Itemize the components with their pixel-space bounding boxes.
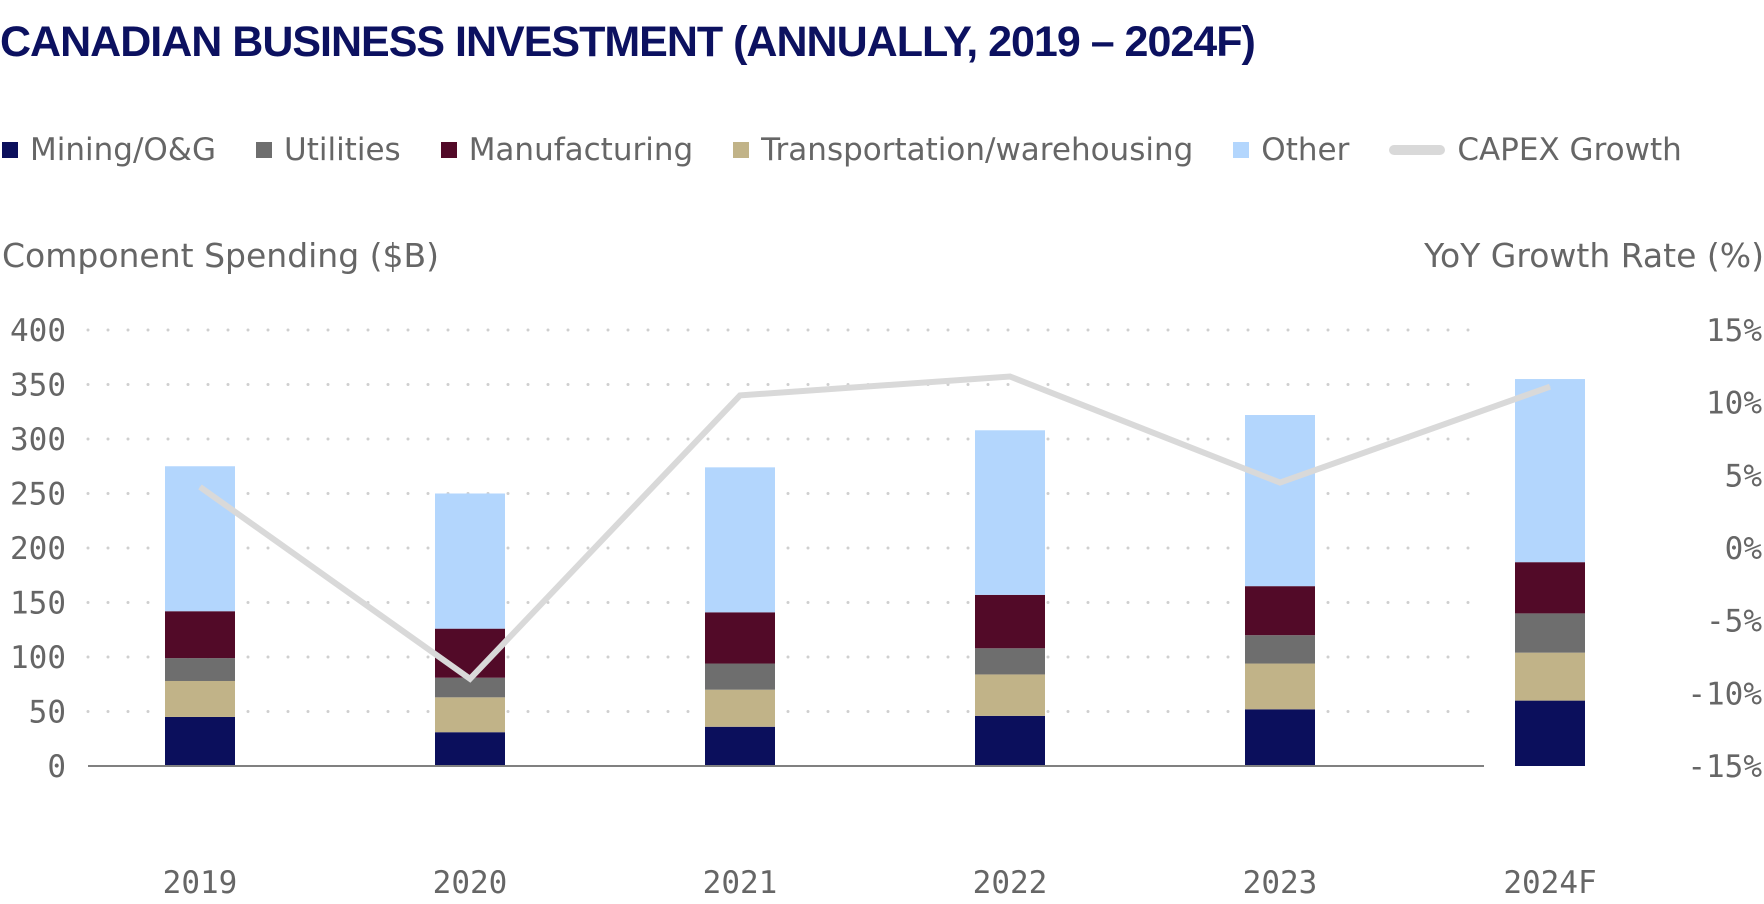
bar-segment	[705, 467, 775, 613]
bar-segment	[1515, 562, 1585, 614]
bar-segment	[1245, 663, 1315, 710]
bar-segment	[1515, 652, 1585, 701]
capex-growth-point	[1009, 376, 1011, 378]
legend-item-transportation: Transportation/warehousing	[733, 132, 1193, 168]
left-axis-title: Component Spending ($B)	[2, 236, 440, 275]
y-tick-label: 0	[47, 749, 66, 785]
legend-label-mining: Mining/O&G	[30, 132, 216, 168]
bar-segment	[435, 677, 505, 698]
left-axis-ticks: 0 50 100 150 200 250 300 350 400	[10, 313, 66, 785]
legend-label-capex-growth: CAPEX Growth	[1457, 132, 1682, 168]
y-tick-label: 200	[10, 531, 66, 567]
y2-tick-label: 0%	[1725, 531, 1763, 567]
x-tick-label: 2021	[703, 865, 778, 901]
bar-segment	[705, 689, 775, 727]
y-tick-label: 400	[10, 313, 66, 349]
bar-segment	[1515, 379, 1585, 563]
capex-growth-point	[739, 394, 741, 396]
bar-segment	[705, 612, 775, 664]
legend-label-manufacturing: Manufacturing	[468, 132, 694, 168]
capex-growth-point	[469, 678, 471, 680]
y-tick-label: 100	[10, 640, 66, 676]
legend-item-other: Other	[1233, 132, 1349, 168]
bars	[165, 379, 1585, 766]
legend-item-utilities: Utilities	[256, 132, 401, 168]
y2-tick-label: 5%	[1725, 458, 1763, 494]
legend-label-utilities: Utilities	[284, 132, 401, 168]
y-tick-label: 250	[10, 477, 66, 513]
legend-line-capex-growth	[1389, 145, 1446, 155]
y2-tick-label: -15%	[1687, 749, 1762, 785]
bar-segment	[975, 648, 1045, 675]
bar-segment	[975, 594, 1045, 649]
legend-item-capex-growth: CAPEX Growth	[1389, 132, 1682, 168]
capex-growth-polyline	[198, 373, 1552, 683]
x-tick-label: 2024F	[1503, 865, 1596, 901]
legend-swatch-manufacturing	[440, 142, 457, 158]
bar-segment	[165, 680, 235, 717]
y2-tick-label: -10%	[1687, 676, 1762, 712]
bar-segment	[1245, 415, 1315, 587]
capex-growth-line	[198, 373, 1552, 683]
legend-label-other: Other	[1261, 132, 1350, 168]
bar-segment	[1245, 635, 1315, 664]
bar-segment	[1245, 586, 1315, 636]
capex-growth-point	[1279, 482, 1281, 484]
bar-segment	[975, 715, 1045, 766]
capex-growth-point	[1549, 386, 1551, 388]
bar-segment	[165, 611, 235, 659]
right-axis-title: YoY Growth Rate (%)	[1424, 236, 1764, 275]
bar-segment	[165, 658, 235, 681]
legend-item-mining: Mining/O&G	[2, 132, 216, 168]
y-tick-label: 350	[10, 368, 66, 404]
x-tick-label: 2022	[973, 865, 1048, 901]
x-axis-ticks: 2019 2020 2021 2022 2023 2024F	[163, 865, 1597, 901]
bar-segment	[165, 716, 235, 766]
x-tick-label: 2023	[1243, 865, 1318, 901]
legend-swatch-utilities	[256, 142, 272, 158]
bar-segment	[435, 493, 505, 629]
legend-swatch-other	[1233, 142, 1250, 158]
bar-segment	[1245, 709, 1315, 766]
legend-item-manufacturing: Manufacturing	[440, 132, 694, 168]
y-tick-label: 50	[29, 695, 66, 731]
y2-tick-label: 15%	[1706, 313, 1762, 349]
bar-segment	[975, 430, 1045, 595]
y-tick-label: 300	[10, 422, 66, 458]
bar-segment	[1515, 700, 1585, 766]
bar-segment	[705, 726, 775, 766]
x-tick-label: 2019	[163, 865, 238, 901]
bar-segment	[435, 732, 505, 766]
legend-swatch-transportation	[733, 142, 750, 158]
chart-title: CANADIAN BUSINESS INVESTMENT (ANNUALLY, …	[0, 18, 1256, 66]
y2-tick-label: -5%	[1706, 604, 1762, 640]
right-axis-ticks: -15% -10% -5% 0% 5% 10% 15%	[1687, 313, 1762, 785]
bar-segment	[705, 663, 775, 690]
bar-segment	[435, 697, 505, 733]
legend-swatch-mining	[2, 142, 18, 158]
bar-segment	[1515, 613, 1585, 653]
chart-legend: Mining/O&G Utilities Manufacturing Trans…	[0, 132, 1764, 168]
y-tick-label: 150	[10, 586, 66, 622]
bar-segment	[975, 674, 1045, 716]
legend-label-transportation: Transportation/warehousing	[761, 132, 1194, 168]
capex-growth-point	[199, 486, 201, 488]
y2-tick-label: 10%	[1706, 386, 1762, 422]
x-tick-label: 2020	[433, 865, 508, 901]
